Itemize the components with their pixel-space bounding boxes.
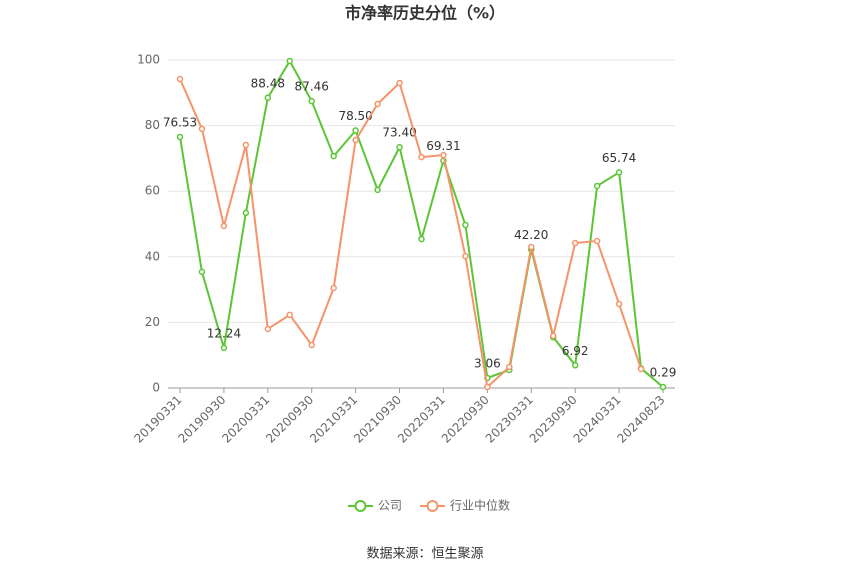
point	[418, 235, 425, 243]
point	[286, 311, 294, 319]
point	[637, 365, 645, 373]
x-tick-label: 20240823	[615, 393, 668, 446]
legend-marker	[354, 500, 367, 512]
data-label: 78.50	[338, 109, 372, 123]
point	[528, 243, 535, 251]
point	[506, 363, 513, 371]
data-label: 0.29	[650, 366, 677, 380]
data-label: 69.31	[426, 139, 460, 153]
point	[462, 252, 469, 260]
source: 数据来源：恒生聚源	[366, 547, 483, 562]
point	[549, 332, 557, 340]
series-line	[179, 58, 664, 388]
point	[484, 383, 491, 391]
data-label: 12.24	[207, 326, 241, 340]
point	[659, 383, 667, 391]
y-tick-label: 100	[137, 53, 160, 67]
point	[286, 57, 294, 65]
point	[176, 133, 184, 141]
y-tick-label: 80	[145, 118, 160, 132]
y-tick-label: 20	[145, 315, 160, 329]
data-label: 65.74	[602, 151, 636, 165]
y-tick-label: 0	[152, 381, 160, 395]
point	[352, 136, 359, 144]
point	[374, 186, 381, 194]
point	[462, 221, 469, 229]
point	[615, 169, 623, 176]
legend-marker	[426, 500, 439, 512]
data-label: 6.92	[562, 344, 589, 358]
data-label: 88.48	[251, 76, 285, 90]
y-tick-label: 40	[145, 249, 160, 263]
point	[198, 268, 206, 276]
point	[593, 237, 601, 245]
point	[440, 151, 447, 159]
chart-title: 市净率历史分位（%）	[345, 4, 505, 23]
data-label: 87.46	[295, 80, 329, 94]
point	[374, 100, 381, 108]
point	[615, 300, 623, 308]
point	[418, 153, 425, 161]
point	[396, 79, 403, 87]
legend-label: 行业中位数	[450, 498, 510, 513]
data-label: 42.20	[514, 228, 548, 242]
point	[396, 143, 403, 151]
legend-label: 公司	[378, 499, 402, 513]
point	[242, 209, 250, 217]
point	[264, 325, 272, 333]
point	[330, 152, 337, 160]
point	[308, 97, 315, 105]
point	[176, 75, 184, 83]
point	[330, 284, 337, 292]
data-label: 3.06	[474, 356, 501, 370]
data-label: 73.40	[382, 126, 416, 140]
point	[593, 182, 601, 190]
legend-item: 公司	[348, 499, 402, 513]
series-line	[179, 78, 642, 389]
point	[264, 94, 272, 102]
point	[308, 341, 315, 349]
legend-item: 行业中位数	[420, 498, 510, 513]
point	[571, 239, 579, 247]
point	[571, 362, 579, 369]
point	[352, 127, 359, 134]
point	[220, 222, 228, 230]
point	[242, 141, 250, 149]
point	[198, 125, 206, 133]
point	[220, 344, 228, 352]
y-tick-label: 60	[145, 184, 160, 198]
data-label: 76.53	[163, 115, 197, 129]
